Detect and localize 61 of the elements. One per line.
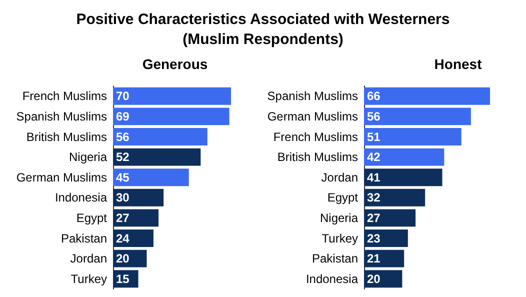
y-tick-label: Indonesia [306,272,358,286]
text: (Muslim Respondents) [182,30,344,50]
y-tick-label: Turkey [322,231,358,246]
text: Positive Characteristics Associated with Westerners [75,10,451,30]
bar [113,87,231,105]
data-label: 42 [367,150,381,164]
bar [113,230,154,247]
data-label: 27 [116,210,130,225]
y-tick-label: Pakistan [60,231,107,246]
data-label: 15 [116,272,130,286]
data-label: 23 [367,231,381,246]
bar [364,148,444,166]
y-tick-label: Pakistan [312,252,358,266]
y-tick-label: Nigeria [68,150,108,164]
bar [113,128,208,146]
data-label: 56 [116,130,130,144]
y-tick-label: Egypt [327,190,359,205]
bar [364,188,426,206]
bar [364,108,471,126]
y-tick-label: German Muslims [16,170,107,184]
data-label: 56 [367,109,381,124]
data-label: 66 [367,89,381,104]
data-label: 20 [367,272,381,286]
data-label: 51 [367,130,381,144]
y-tick-label: British Muslims [26,130,107,144]
bar [364,128,462,146]
bar [364,230,408,247]
y-tick-label: British Muslims [277,150,358,164]
y-tick-label: French Muslims [22,89,107,104]
bar [364,168,442,186]
y-tick-label: Egypt [76,210,108,225]
bar [364,87,490,105]
y-tick-label: Jordan [70,252,107,266]
bar [364,250,404,268]
y-tick-label: Spanish Muslims [267,89,358,104]
data-label: 30 [116,190,130,205]
data-label: 32 [367,190,381,205]
y-tick-label: Nigeria [320,210,358,225]
data-label: 69 [116,109,130,124]
bar [113,108,230,126]
data-label: 45 [116,170,130,184]
data-label: 21 [367,252,381,266]
data-label: 70 [116,89,130,104]
data-label: 41 [367,170,381,184]
data-label: 20 [116,252,130,266]
y-tick-label: German Muslims [267,109,358,124]
y-tick-label: Jordan [321,170,358,184]
y-tick-label: Spanish Muslims [16,109,107,124]
chart-title: Generous [142,56,208,72]
data-label: 27 [367,210,381,225]
chart-title: Honest [434,56,482,72]
y-tick-label: French Muslims [273,130,358,144]
y-tick-label: Turkey [70,272,107,286]
data-label: 52 [116,150,130,164]
y-tick-label: Indonesia [54,190,108,205]
bar [113,188,164,206]
bar [113,209,159,227]
bar [364,209,416,227]
bar [113,168,189,186]
data-label: 24 [116,231,130,246]
bar [113,148,201,166]
